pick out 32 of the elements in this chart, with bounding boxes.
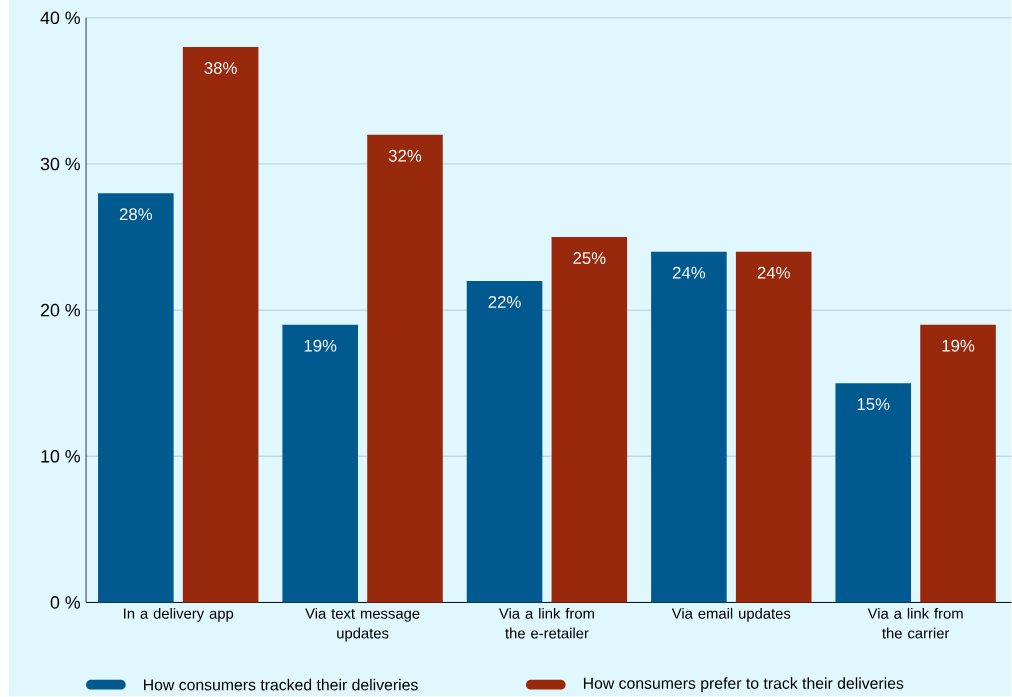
data-label: 24% — [757, 266, 790, 279]
y-tick-label: 10 % — [41, 450, 80, 463]
y-tick-label: 0 % — [50, 596, 80, 609]
bar — [182, 47, 259, 603]
x-tick-label: Via email updates — [671, 608, 791, 622]
data-label: 28% — [119, 208, 153, 221]
bar — [651, 251, 727, 603]
y-tick-label: 30 % — [40, 157, 80, 171]
bar — [735, 251, 812, 603]
x-tick-label: Via text message updates — [305, 608, 420, 642]
bar — [920, 324, 996, 603]
data-label: 19% — [304, 340, 337, 352]
x-tick-label: Via a link from the e-retailer — [499, 608, 594, 639]
bar — [367, 134, 443, 603]
y-tick-label: 40 % — [40, 11, 80, 25]
data-label: 22% — [488, 296, 521, 308]
bar — [282, 324, 358, 603]
data-label: 19% — [942, 340, 975, 352]
bar — [98, 193, 174, 603]
bar — [835, 383, 912, 603]
legend-label: How consumers tracked their deliveries — [144, 679, 418, 691]
x-tick-label: In a delivery app — [124, 608, 234, 622]
bar — [551, 237, 628, 603]
legend-label: How consumers prefer to track their deliveries — [583, 677, 904, 693]
bar — [466, 281, 543, 603]
data-label: 24% — [672, 266, 706, 279]
data-label: 32% — [388, 150, 422, 162]
x-tick-label: Via a link from the carrier — [867, 608, 963, 639]
data-label: 38% — [204, 62, 237, 75]
data-label: 25% — [573, 252, 606, 265]
y-tick-label: 20 % — [41, 304, 80, 317]
data-label: 15% — [857, 398, 890, 411]
